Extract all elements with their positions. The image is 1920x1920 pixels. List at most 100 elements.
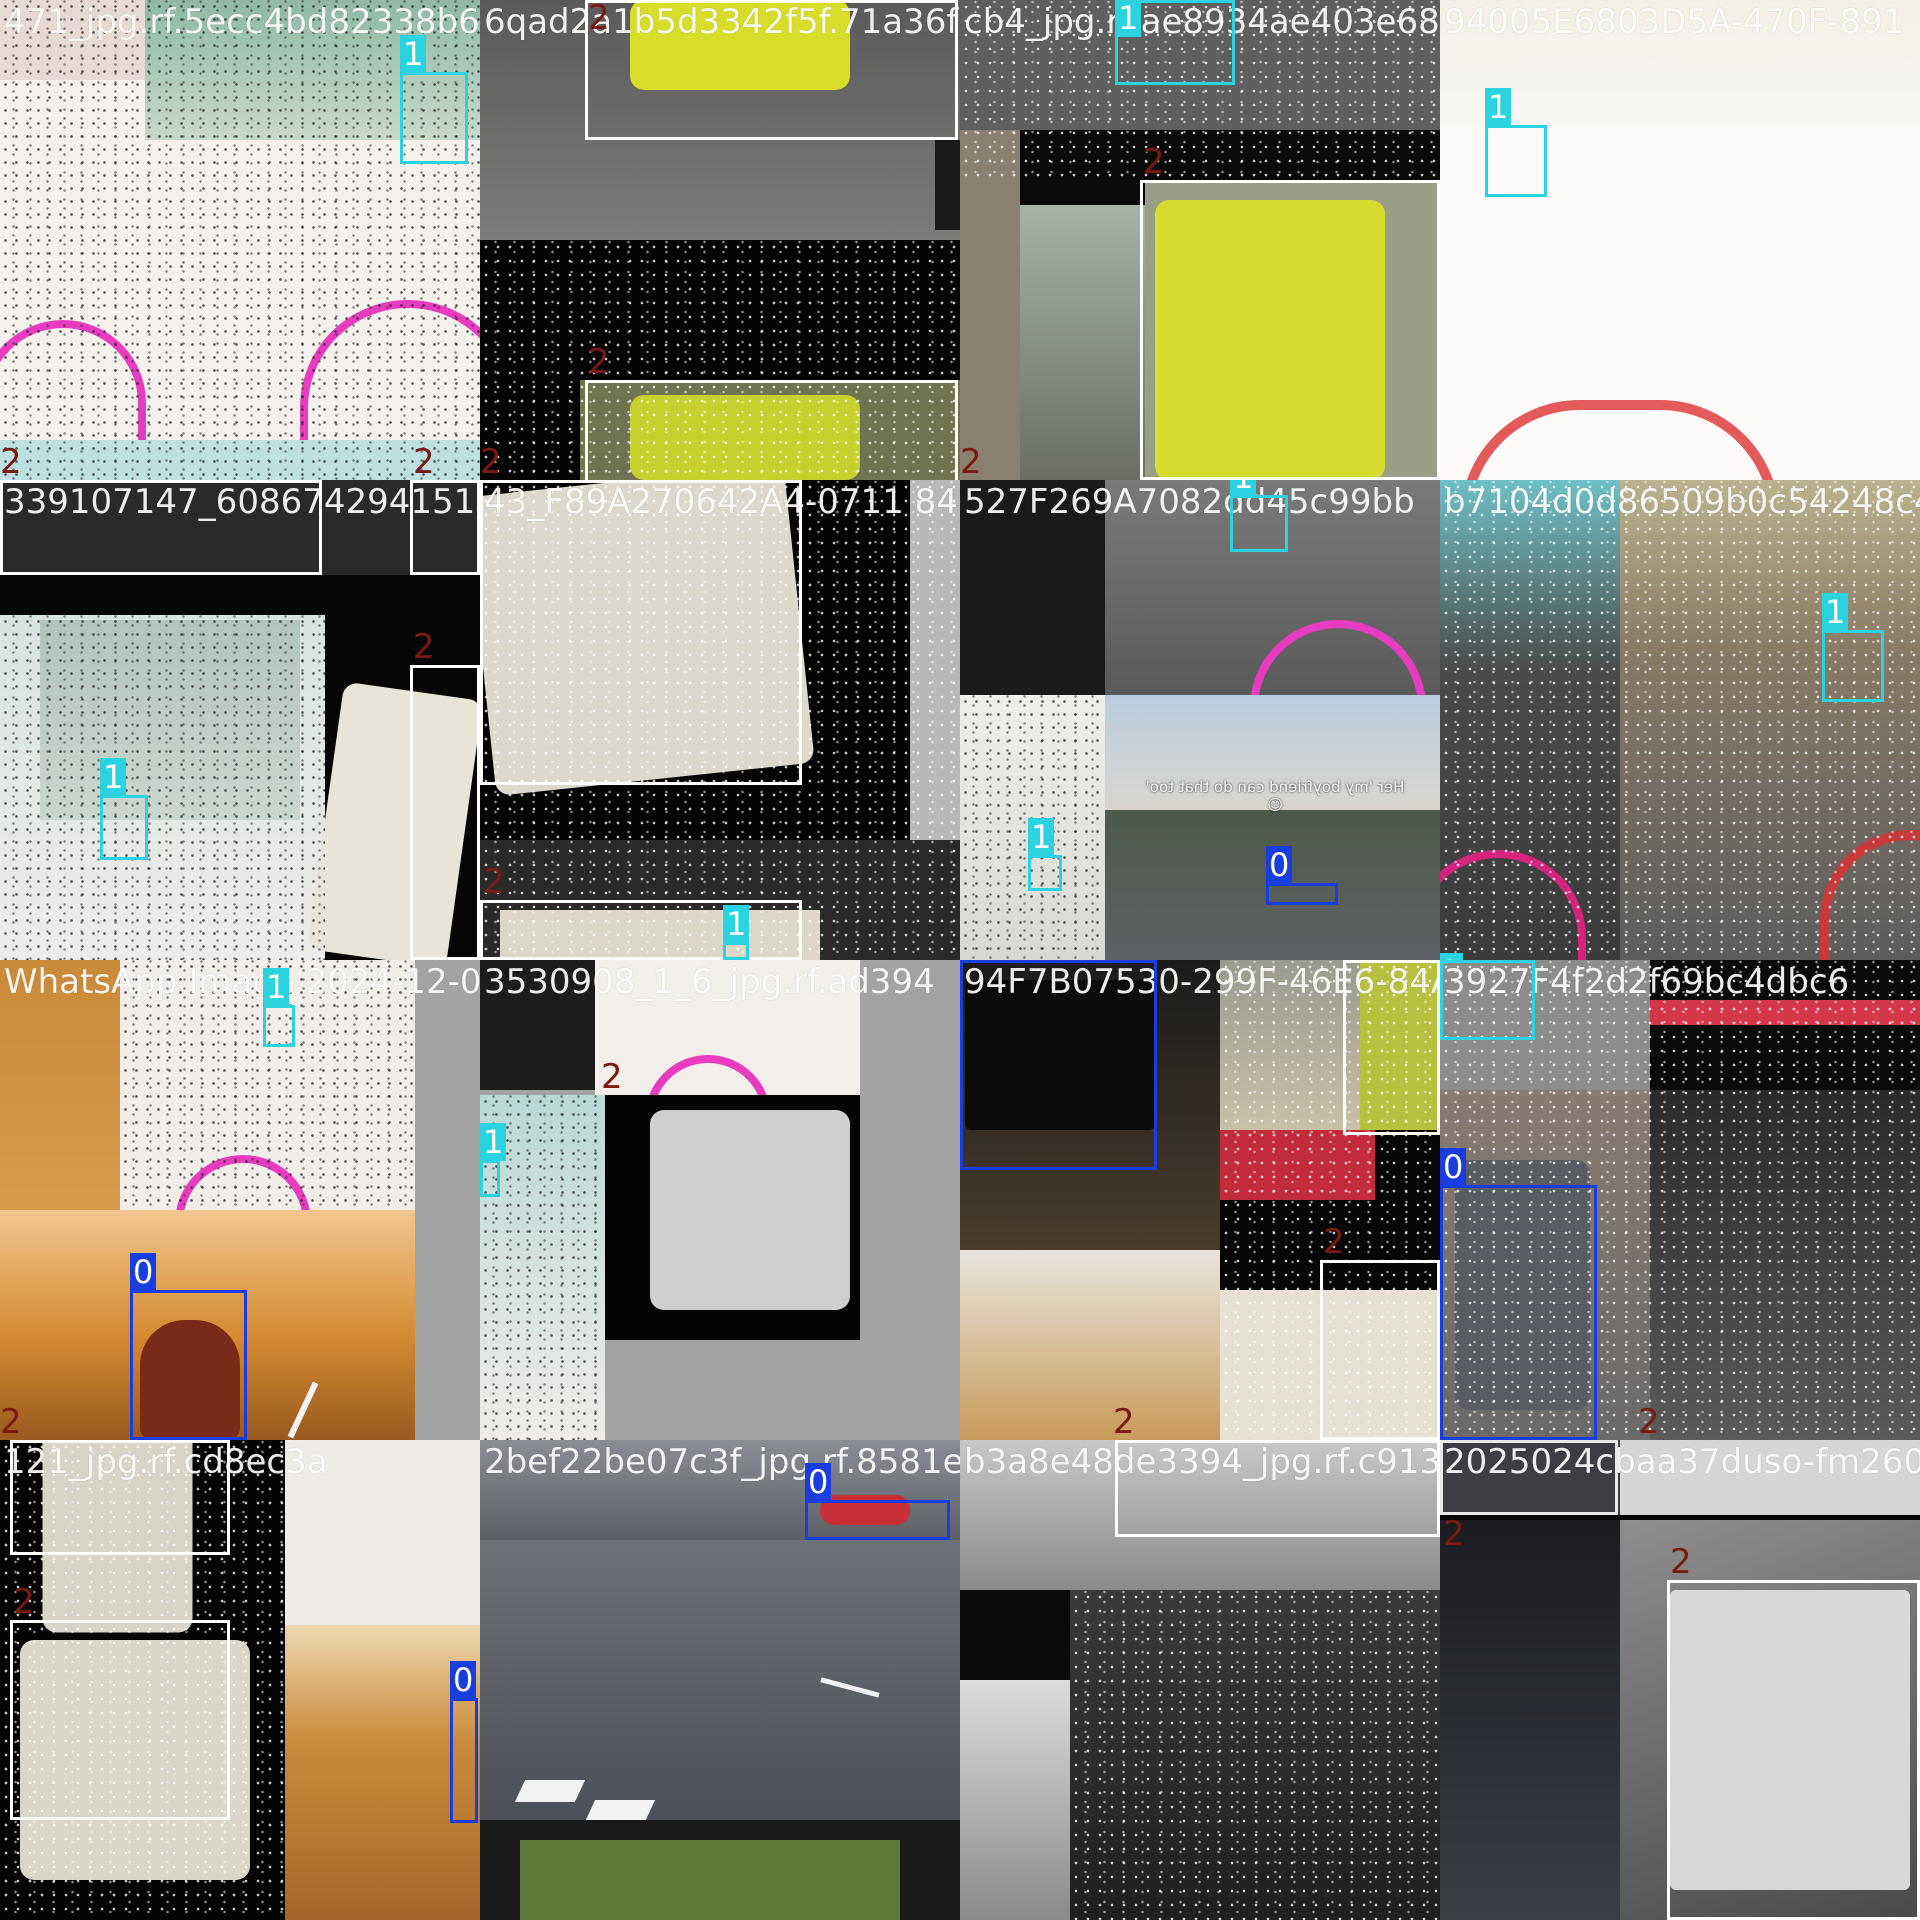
- class-label: 2: [413, 442, 435, 480]
- class-label: 2: [1443, 1514, 1465, 1554]
- bbox-class-2: [410, 480, 480, 575]
- class-label: 2: [480, 480, 508, 481]
- class-label: 1: [723, 905, 750, 943]
- class-label: 0: [805, 1463, 832, 1501]
- mosaic-tile-5: 43_F89A270642A4-0711 8471 2 2 1: [480, 480, 960, 960]
- mosaic-tile-14: b3a8e48de3394_jpg.rf.c913f0: [960, 1440, 1440, 1920]
- class-label: 2: [601, 1057, 623, 1097]
- bbox-class-1: 1: [100, 758, 148, 860]
- class-label: 2: [1670, 1542, 1692, 1582]
- tree-scene-region: [1650, 1090, 1920, 1440]
- truck-scene-region: [1620, 1440, 1920, 1515]
- street-scene-region: [960, 480, 1105, 695]
- overturned-truck: [1670, 1590, 1910, 1890]
- bbox-class-1: 1: [1028, 818, 1062, 891]
- bbox-class-2: 2: [480, 960, 623, 1096]
- video-caption: Her 'my boyfriend can do that too' 😊: [1145, 778, 1405, 814]
- class-label: 2: [1143, 142, 1165, 182]
- street-scene-region: [0, 0, 145, 80]
- class-label: 2: [13, 1582, 35, 1622]
- class-label: 1: [263, 968, 290, 1006]
- sky-region: [960, 1250, 1220, 1440]
- crash-scene-region: [0, 480, 480, 575]
- class-label: 1: [1822, 593, 1849, 631]
- bbox-class-2: 2: [480, 863, 802, 960]
- class-label: 1: [1230, 480, 1257, 496]
- banner-region: [1220, 1130, 1375, 1200]
- bbox-class-0: 0: [1266, 846, 1338, 905]
- class-label: 2: [483, 862, 505, 902]
- class-label: 1: [1440, 953, 1464, 960]
- class-label: 1: [100, 758, 127, 796]
- class-label: 0: [1440, 1148, 1467, 1186]
- class-label: 2: [480, 442, 502, 480]
- bbox-class-2: [1343, 960, 1440, 1135]
- class-label: 2: [413, 627, 435, 667]
- crash-scene-region: [480, 960, 595, 1090]
- bbox-class-2: 2: [585, 0, 958, 140]
- bbox-class-2: 2: [480, 480, 802, 785]
- mosaic-tile-0: 471_jpg.rf.5ecc4bd82338b6da2a3b5d3a2f5f.…: [0, 0, 480, 480]
- bbox-class-0: 0: [805, 1463, 950, 1540]
- street-scene-region: [285, 1440, 480, 1625]
- class-label: 0: [1266, 846, 1293, 884]
- class-label: 1: [1115, 0, 1142, 37]
- mosaic-tile-8: WhatsApp Image 2024-12-08 1 0 2: [0, 960, 480, 1440]
- mosaic-tile-6: Her 'my boyfriend can do that too' 😊 527…: [960, 480, 1440, 960]
- bbox-class-2: [10, 1440, 230, 1555]
- bbox-class-1: 1: [1115, 0, 1235, 85]
- street-scene-region: [960, 1440, 1440, 1590]
- mosaic-tile-7: b7104d0d86509b0c54248c4 1 1: [1440, 480, 1920, 960]
- bbox-class-1: 1: [1485, 88, 1547, 197]
- bbox-class-1: 1: [480, 1123, 507, 1197]
- mosaic-tile-10: 94F7B07530-299F-46E6-84A 2 2: [960, 960, 1440, 1440]
- class-label: 2: [588, 342, 610, 382]
- street-scene-region: [960, 1680, 1070, 1920]
- mosaic-tile-15: 2025024cbaa37duso-fm260 2 2: [1440, 1440, 1920, 1920]
- class-label: 1: [1028, 818, 1055, 856]
- bbox-class-2: 2: [585, 343, 958, 480]
- crash-scene-region: [910, 480, 960, 840]
- mosaic-tile-1: 6qad2a1b5d3342f5f.71a36f3625cfb4 2 2 2: [480, 0, 960, 480]
- class-label: 0: [130, 1253, 157, 1291]
- road-scene-region: [935, 140, 960, 230]
- vintage-car: [140, 1320, 240, 1440]
- bbox-class-2: 2: [410, 628, 480, 960]
- bbox-class-1: 1: [1822, 593, 1884, 702]
- truck-scene-region: [1440, 1520, 1620, 1920]
- class-label: 1: [400, 35, 427, 73]
- street-scene-region: [960, 1590, 1070, 1680]
- street-scene-region: [0, 440, 480, 480]
- bbox-class-1: 1: [723, 905, 750, 960]
- bbox-class-2: [0, 480, 322, 575]
- class-label: 2: [0, 442, 22, 480]
- bbox-class-2: [1115, 1440, 1440, 1537]
- street-scene-region: [40, 620, 300, 820]
- bbox-class-2: 2: [1440, 1440, 1618, 1553]
- bbox-class-2: 2: [1140, 143, 1440, 480]
- yellow-truck: [630, 0, 850, 90]
- bbox-class-1: 1: [1440, 940, 1464, 960]
- white-truck: [650, 1110, 850, 1310]
- street-scene-region: [960, 130, 1020, 480]
- class-label: 1: [1485, 88, 1512, 126]
- truck-scene-region: [1440, 1440, 1620, 1515]
- bbox-class-0: [960, 960, 1157, 1170]
- class-label: 1: [480, 1123, 507, 1161]
- crash-scene-region: [520, 1840, 900, 1920]
- class-label: 2: [1113, 1402, 1135, 1440]
- bbox-class-2: 2: [1667, 1543, 1920, 1920]
- bbox-class-0: 0: [130, 1253, 247, 1440]
- bbox-class-1: 1: [263, 968, 295, 1047]
- class-label: 2: [1638, 1402, 1660, 1440]
- yellow-truck: [1155, 200, 1385, 480]
- street-scene-region: [1440, 0, 1920, 130]
- street-scene-region: [1020, 205, 1145, 480]
- road-scene-region: [0, 960, 120, 1210]
- mosaic-tile-9: 3530908_1_6_jpg.rf.ad394 2 1: [480, 960, 960, 1440]
- class-label: 0: [450, 1661, 477, 1699]
- bbox-class-2: 2: [10, 1583, 230, 1820]
- dark-vehicle: [965, 980, 1155, 1130]
- tree-scene-region: [1070, 1590, 1440, 1920]
